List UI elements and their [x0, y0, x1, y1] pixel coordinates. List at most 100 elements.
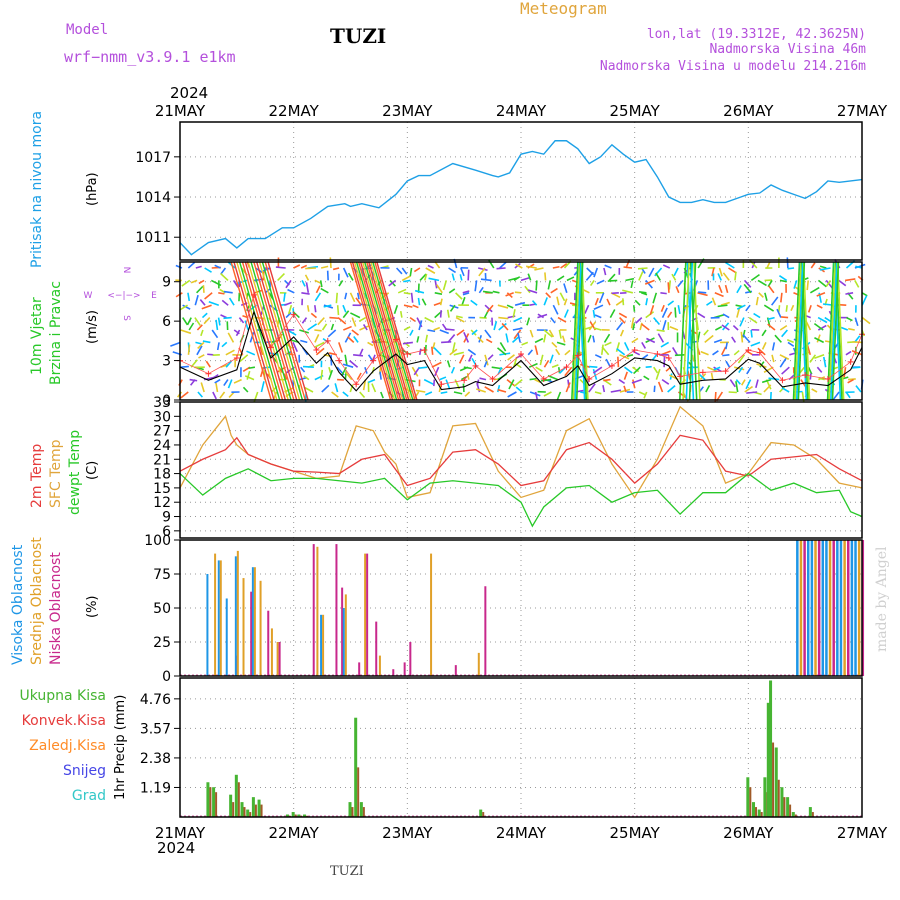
y-tick-label: 15	[153, 481, 171, 497]
precip-legend-0: Ukupna Kisa	[19, 688, 106, 704]
wind-arrow	[506, 378, 515, 387]
wind-arrow	[564, 349, 571, 356]
wind-arrow	[362, 379, 367, 391]
wind-arrow	[204, 292, 213, 300]
wind-arrow	[790, 304, 795, 312]
wind-arrow	[705, 384, 711, 393]
wind-arrow	[555, 348, 561, 356]
cloud-bar-low	[250, 591, 253, 676]
wind-arrow	[221, 341, 228, 348]
x-tick-label-bottom: 24MAY	[496, 824, 547, 842]
wind-arrow	[418, 366, 428, 369]
wind-arrow	[732, 324, 739, 331]
wind-arrow	[543, 329, 553, 338]
wind-arrow	[225, 349, 235, 356]
cloud-bar-overcast	[846, 540, 850, 676]
wind-arrow	[249, 332, 255, 343]
wind-arrow	[403, 326, 411, 331]
wind-arrow	[596, 279, 605, 285]
wind-arrow	[638, 271, 644, 281]
wind-arrow	[824, 316, 832, 323]
cloud-bar-overcast	[854, 540, 857, 676]
cloud-bar-overcast	[825, 540, 828, 676]
cloud-bar-mid	[259, 580, 262, 676]
wind-arrow	[284, 301, 292, 306]
wind-arrow	[513, 276, 521, 282]
precip-bar-convective	[215, 792, 218, 817]
sfc-temp-label: SFC Temp	[48, 439, 64, 508]
wind-arrow	[603, 333, 611, 343]
precip-bar-total	[246, 809, 250, 817]
wind-arrow	[776, 308, 782, 318]
wind-arrow	[559, 292, 566, 302]
wind-arrow	[458, 354, 465, 364]
wind-arrow	[550, 317, 556, 324]
wind-arrow	[787, 267, 795, 270]
wind-arrow	[528, 362, 538, 368]
wind-arrow	[698, 291, 707, 294]
precip-bar-convective	[789, 804, 792, 817]
wind-arrow	[493, 321, 498, 331]
wind-streak	[574, 261, 582, 401]
wind-arrow	[427, 329, 436, 333]
wind-arrow	[402, 341, 413, 345]
cloud-bar-overcast	[857, 540, 861, 676]
wind-arrow	[755, 296, 759, 306]
wind-arrow	[584, 304, 590, 314]
wind-arrow	[218, 292, 225, 295]
wind-arrow	[395, 267, 403, 275]
wind-arrow	[781, 387, 790, 393]
cloud-bar-mid	[236, 550, 239, 676]
wind-arrow	[314, 329, 322, 332]
gust-marker	[802, 372, 809, 379]
precip-bar-total	[479, 809, 483, 817]
gust-marker	[421, 347, 428, 354]
wind-arrow	[843, 367, 847, 378]
wind-arrow	[604, 264, 612, 269]
wind-arrow	[626, 354, 634, 357]
wind-arrow	[649, 304, 655, 315]
wind-arrow	[478, 286, 484, 294]
y-tick-label: 12	[153, 495, 171, 511]
wind-arrow	[336, 305, 340, 316]
wind-arrow	[671, 347, 678, 356]
wind-arrow	[329, 316, 339, 320]
wind-arrow	[846, 316, 853, 322]
cloud-bar-overcast	[803, 540, 806, 676]
wind-arrow	[409, 267, 413, 277]
x-tick-label-top: 25MAY	[610, 102, 661, 120]
gust-marker	[313, 347, 320, 354]
precip-bar-total	[206, 782, 210, 817]
wind-arrow	[432, 342, 436, 349]
wind-arrow	[428, 277, 440, 282]
wind-arrow	[487, 354, 494, 361]
wind-arrow	[479, 377, 487, 381]
wind-arrow	[484, 386, 494, 393]
gust-marker	[824, 375, 831, 382]
wind-arrow	[667, 300, 675, 306]
wind-arrow	[632, 305, 636, 312]
cloud-bar-low	[409, 642, 412, 676]
wind-arrow	[351, 329, 359, 336]
wind-arrow	[314, 292, 322, 302]
year-top: 2024	[170, 84, 208, 102]
wind-arrow	[671, 273, 677, 281]
wind-arrow	[653, 385, 656, 393]
precip-bar-convective	[777, 779, 780, 817]
y-tick-label: 9	[162, 275, 171, 291]
precip-bar-total	[240, 802, 244, 817]
wind-arrow	[779, 354, 790, 360]
wind-arrow	[801, 391, 805, 403]
wind-arrow	[461, 296, 466, 306]
wind-arrow	[740, 331, 744, 343]
wind-arrow	[600, 344, 604, 355]
wind-speed-line	[179, 310, 863, 392]
wind-arrow	[187, 344, 191, 355]
wind-arrow	[459, 366, 469, 372]
precip-bar-total	[791, 812, 795, 817]
wind-arrow	[303, 386, 314, 393]
wind-arrow	[434, 366, 440, 377]
wind-streak	[357, 261, 400, 401]
wind-arrow	[655, 368, 661, 380]
wind-arrow	[498, 322, 507, 331]
